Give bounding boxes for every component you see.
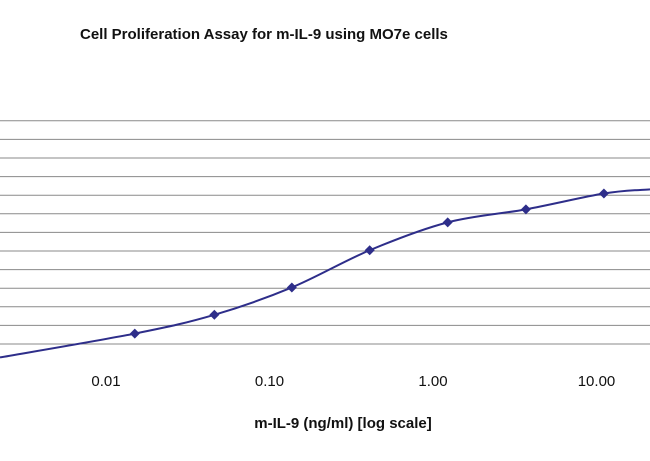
data-point-5 [520, 204, 531, 215]
data-point-6 [598, 188, 609, 199]
data-point-2 [286, 282, 297, 293]
x-axis-title: m-IL-9 (ng/ml) [log scale] [254, 415, 432, 432]
x-tick-label-1: 0.10 [255, 373, 284, 390]
data-point-1 [209, 309, 220, 320]
data-markers [129, 188, 609, 339]
chart-title: Cell Proliferation Assay for m-IL-9 usin… [80, 26, 448, 43]
data-point-3 [364, 245, 375, 256]
series-line [0, 188, 650, 359]
gridlines [0, 120, 650, 345]
x-axis-tick-labels: 0.01 0.10 1.00 10.00 [91, 373, 615, 390]
x-tick-label-2: 1.00 [418, 373, 447, 390]
data-point-4 [442, 217, 453, 228]
x-tick-label-0: 0.01 [91, 373, 120, 390]
x-tick-label-3: 10.00 [578, 373, 616, 390]
data-point-0 [129, 328, 140, 339]
